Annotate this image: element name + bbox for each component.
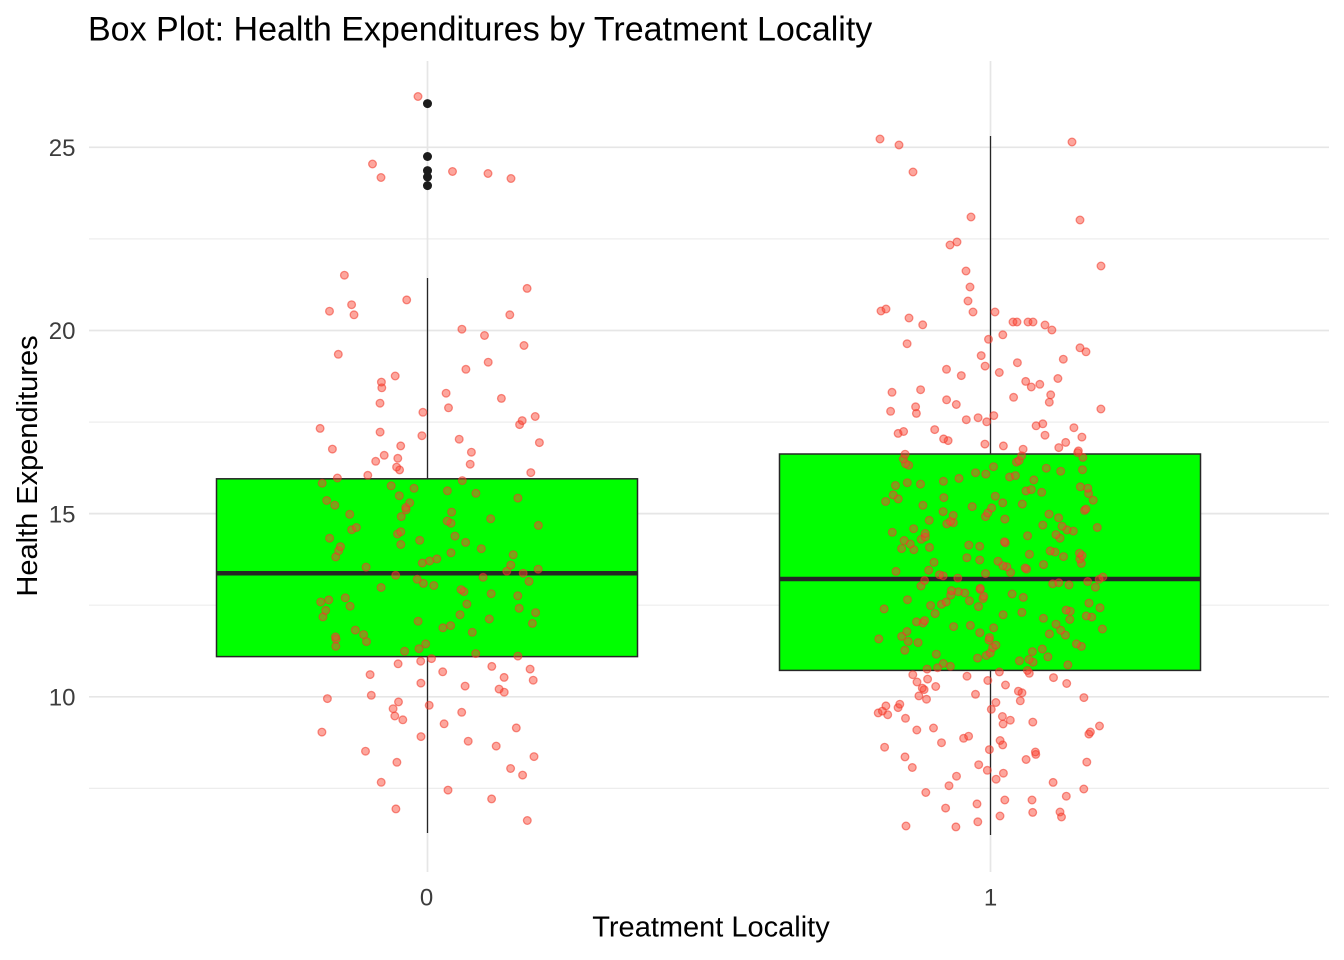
svg-text:0: 0: [420, 885, 433, 912]
svg-text:25: 25: [49, 135, 76, 162]
svg-text:1: 1: [984, 885, 997, 912]
svg-text:Health Expenditures: Health Expenditures: [12, 335, 44, 596]
svg-text:10: 10: [49, 685, 76, 712]
svg-text:15: 15: [49, 501, 76, 528]
svg-text:Box Plot: Health Expenditures: Box Plot: Health Expenditures by Treatme…: [88, 11, 872, 49]
svg-text:Treatment Locality: Treatment Locality: [592, 912, 830, 944]
svg-text:20: 20: [49, 318, 76, 345]
